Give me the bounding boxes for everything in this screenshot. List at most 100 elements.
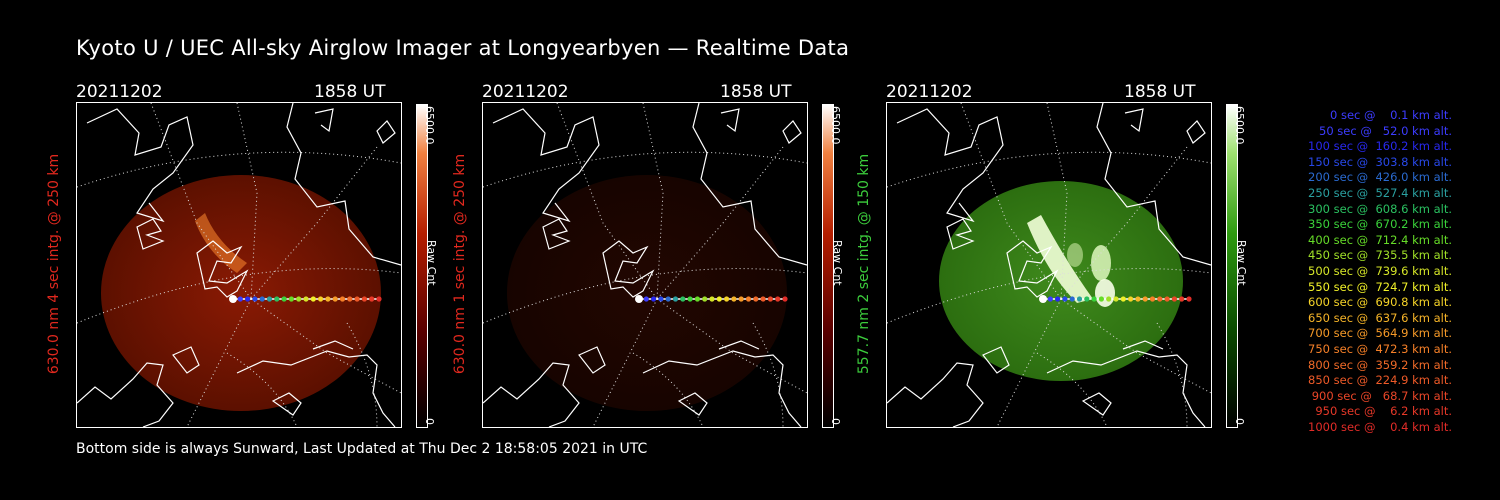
coastline bbox=[77, 362, 174, 427]
altitude-legend-row: 600 sec @ 690.8 km alt. bbox=[1308, 295, 1452, 310]
airglow-panel-630-1s: 20211202 1858 UT 630.0 nm 1 sec intg. @ … bbox=[452, 82, 902, 432]
altitude-legend-row: 100 sec @ 160.2 km alt. bbox=[1308, 139, 1452, 154]
trajectory-point bbox=[274, 296, 280, 302]
colorbar-max-label: 6500.0 bbox=[829, 106, 842, 145]
altitude-legend-row: 950 sec @ 6.2 km alt. bbox=[1315, 404, 1452, 419]
coastline bbox=[1124, 108, 1144, 133]
altitude-legend-row: 150 sec @ 303.8 km alt. bbox=[1308, 154, 1452, 169]
trajectory-point bbox=[731, 296, 737, 302]
coastline bbox=[887, 362, 984, 427]
altitude-legend-row: 350 sec @ 670.2 km alt. bbox=[1308, 217, 1452, 232]
airglow-disk bbox=[507, 175, 787, 411]
coastline bbox=[718, 340, 760, 350]
trajectory-point bbox=[369, 296, 375, 302]
coastline bbox=[692, 103, 807, 266]
trajectory-point bbox=[1062, 296, 1068, 302]
trajectory-point bbox=[296, 296, 302, 302]
coastline bbox=[286, 103, 401, 266]
panel-wavelength-label: 630.0 nm 4 sec intg. @ 250 km bbox=[46, 153, 62, 375]
altitude-legend-row: 800 sec @ 359.2 km alt. bbox=[1308, 357, 1452, 372]
trajectory-point bbox=[709, 296, 715, 302]
trajectory-point bbox=[1120, 296, 1126, 302]
colorbar-max-label: 6500.0 bbox=[1233, 106, 1246, 145]
altitude-legend-row: 0 sec @ 0.1 km alt. bbox=[1329, 108, 1452, 122]
coastline bbox=[86, 108, 194, 223]
trajectory-point bbox=[687, 296, 693, 302]
colorbar bbox=[416, 104, 428, 428]
coastline bbox=[1186, 120, 1206, 144]
altitude-legend-row: 400 sec @ 712.4 km alt. bbox=[1308, 232, 1452, 247]
colorbar-min-label: 0 bbox=[829, 418, 842, 425]
trajectory-point bbox=[1135, 296, 1141, 302]
coastline bbox=[677, 392, 708, 416]
panel-wavelength-label: 557.7 nm 2 sec intg. @ 150 km bbox=[856, 153, 872, 375]
altitude-legend-row: 300 sec @ 608.6 km alt. bbox=[1308, 201, 1452, 216]
coastline bbox=[542, 218, 571, 250]
altitude-legend-row: 550 sec @ 724.7 km alt. bbox=[1308, 279, 1452, 294]
coastline bbox=[642, 350, 802, 427]
panel-time: 1858 UT bbox=[1124, 82, 1196, 102]
coastline bbox=[578, 346, 606, 374]
trajectory-start bbox=[635, 295, 643, 303]
altitude-legend-row: 1000 sec @ 0.4 km alt. bbox=[1308, 419, 1452, 434]
coastline bbox=[720, 108, 740, 133]
trajectory-point bbox=[651, 296, 657, 302]
trajectory-point bbox=[643, 296, 649, 302]
trajectory-start bbox=[229, 295, 237, 303]
colorbar-min-label: 0 bbox=[423, 418, 436, 425]
trajectory-point bbox=[1106, 296, 1112, 302]
coastline bbox=[236, 350, 396, 427]
trajectory-point bbox=[245, 296, 251, 302]
trajectory-point bbox=[1171, 296, 1177, 302]
trajectory-point bbox=[318, 296, 324, 302]
colorbar-min-label: 0 bbox=[1233, 418, 1246, 425]
trajectory-point bbox=[1142, 296, 1148, 302]
trajectory-point bbox=[680, 296, 686, 302]
colorbar bbox=[1226, 104, 1238, 428]
trajectory-point bbox=[303, 296, 309, 302]
trajectory-point bbox=[738, 296, 744, 302]
trajectory-point bbox=[1164, 296, 1170, 302]
trajectory-point bbox=[252, 296, 258, 302]
altitude-legend-row: 900 sec @ 68.7 km alt. bbox=[1311, 388, 1452, 403]
coastline bbox=[314, 108, 334, 133]
altitude-legend-row: 450 sec @ 735.5 km alt. bbox=[1308, 248, 1452, 263]
coastline bbox=[172, 346, 200, 374]
altitude-legend-row: 200 sec @ 426.0 km alt. bbox=[1308, 170, 1452, 185]
trajectory-point bbox=[1149, 296, 1156, 302]
airglow-panel-557-2s: 20211202 1858 UT 557.7 nm 2 sec intg. @ … bbox=[856, 82, 1306, 432]
panel-wavelength-label: 630.0 nm 1 sec intg. @ 250 km bbox=[452, 153, 468, 375]
coastline bbox=[1081, 392, 1112, 416]
trajectory-point bbox=[775, 296, 781, 302]
altitude-legend-row: 850 sec @ 224.9 km alt. bbox=[1308, 373, 1452, 388]
coastline bbox=[982, 346, 1010, 374]
coastline bbox=[602, 240, 655, 298]
coastline bbox=[376, 120, 396, 144]
altitude-legend-row: 50 sec @ 52.0 km alt. bbox=[1319, 123, 1452, 138]
trajectory-point bbox=[753, 296, 759, 302]
footer-note: Bottom side is always Sunward, Last Upda… bbox=[76, 441, 648, 457]
colorbar-max-label: 6500.0 bbox=[423, 106, 436, 145]
trajectory-point bbox=[347, 296, 353, 302]
coastline bbox=[1096, 103, 1211, 266]
trajectory-point bbox=[665, 296, 671, 302]
trajectory-point bbox=[767, 296, 773, 302]
panel-time: 1858 UT bbox=[314, 82, 386, 102]
coastline bbox=[196, 240, 249, 298]
coastline bbox=[1046, 350, 1206, 427]
panel-date: 20211202 bbox=[482, 82, 569, 102]
altitude-legend: 0 sec @ 0.1 km alt. 50 sec @ 52.0 km alt.… bbox=[1262, 108, 1452, 435]
trajectory-point bbox=[1055, 296, 1061, 302]
trajectory-point bbox=[1179, 296, 1185, 302]
trajectory-point bbox=[1113, 296, 1119, 302]
trajectory-point bbox=[1098, 296, 1104, 302]
airglow-panel-630-4s: 20211202 1858 UT 630.0 nm 4 sec intg. @ … bbox=[46, 82, 496, 432]
colorbar-unit-label: Raw Cnt bbox=[425, 240, 438, 286]
trajectory-point bbox=[361, 296, 367, 302]
altitude-legend-row: 750 sec @ 472.3 km alt. bbox=[1308, 341, 1452, 356]
trajectory-point bbox=[760, 296, 766, 302]
trajectory-point bbox=[1076, 296, 1083, 302]
allsky-image bbox=[482, 102, 808, 428]
page-title: Kyoto U / UEC All-sky Airglow Imager at … bbox=[76, 36, 850, 60]
trajectory-point bbox=[237, 296, 243, 302]
